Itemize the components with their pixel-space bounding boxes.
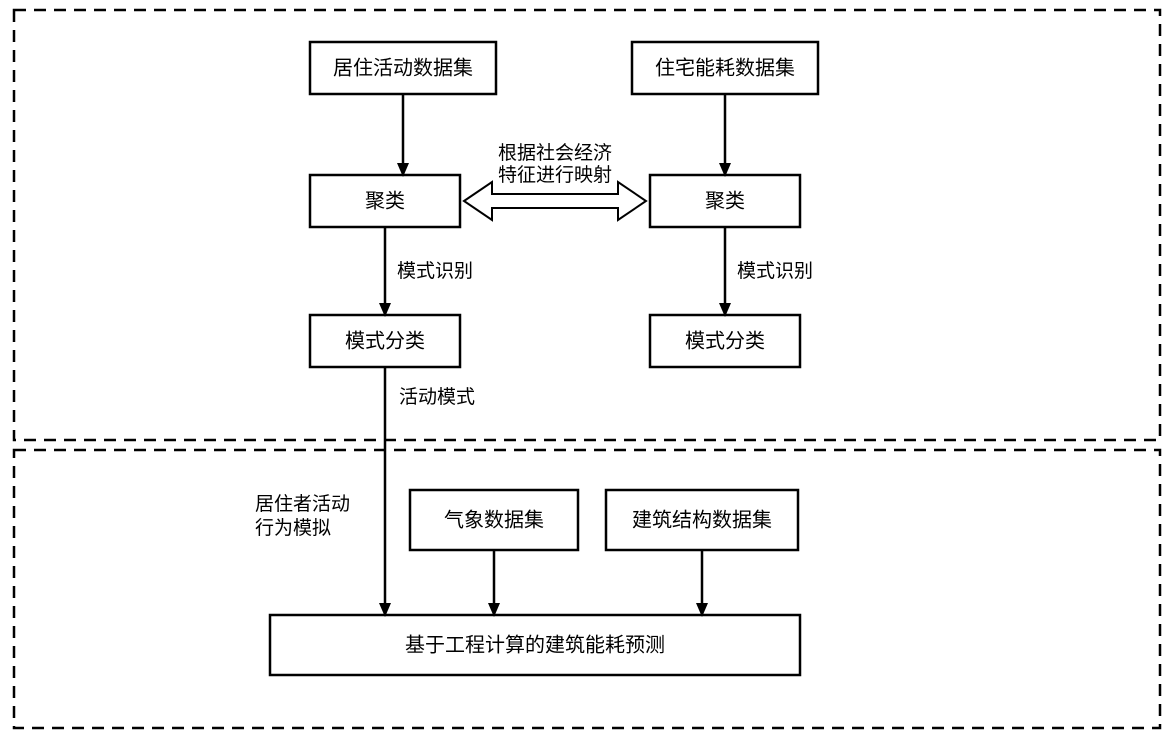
node-weather-dataset: 气象数据集	[410, 490, 578, 550]
svg-text:模式识别: 模式识别	[397, 260, 473, 282]
double-arrow-mapping: 根据社会经济特征进行映射	[464, 142, 646, 220]
svg-text:居住者活动: 居住者活动	[255, 493, 350, 515]
node-left-dataset-label: 居住活动数据集	[333, 56, 473, 79]
node-right-cluster: 聚类	[650, 175, 800, 227]
node-left-dataset: 居住活动数据集	[310, 42, 496, 94]
node-left-pattern: 模式分类	[310, 315, 460, 367]
node-left-cluster-label: 聚类	[365, 189, 405, 212]
dashed-panel-bottom	[14, 450, 1160, 728]
svg-text:特征进行映射: 特征进行映射	[498, 164, 612, 186]
svg-text:活动模式: 活动模式	[399, 386, 475, 408]
node-struct-dataset-label: 建筑结构数据集	[632, 508, 772, 531]
svg-text:行为模拟: 行为模拟	[255, 517, 331, 539]
node-right-pattern: 模式分类	[650, 315, 800, 367]
node-right-cluster-label: 聚类	[705, 189, 745, 212]
node-weather-dataset-label: 气象数据集	[444, 508, 544, 531]
node-prediction-label: 基于工程计算的建筑能耗预测	[405, 633, 665, 656]
node-right-dataset: 住宅能耗数据集	[632, 42, 818, 94]
node-right-dataset-label: 住宅能耗数据集	[655, 56, 795, 79]
svg-text:模式识别: 模式识别	[737, 260, 813, 282]
node-prediction: 基于工程计算的建筑能耗预测	[270, 615, 800, 675]
node-struct-dataset: 建筑结构数据集	[606, 490, 798, 550]
node-right-pattern-label: 模式分类	[685, 329, 765, 352]
node-left-cluster: 聚类	[310, 175, 460, 227]
node-left-pattern-label: 模式分类	[345, 329, 425, 352]
dashed-panel-top	[14, 10, 1160, 440]
svg-text:根据社会经济: 根据社会经济	[498, 142, 612, 164]
